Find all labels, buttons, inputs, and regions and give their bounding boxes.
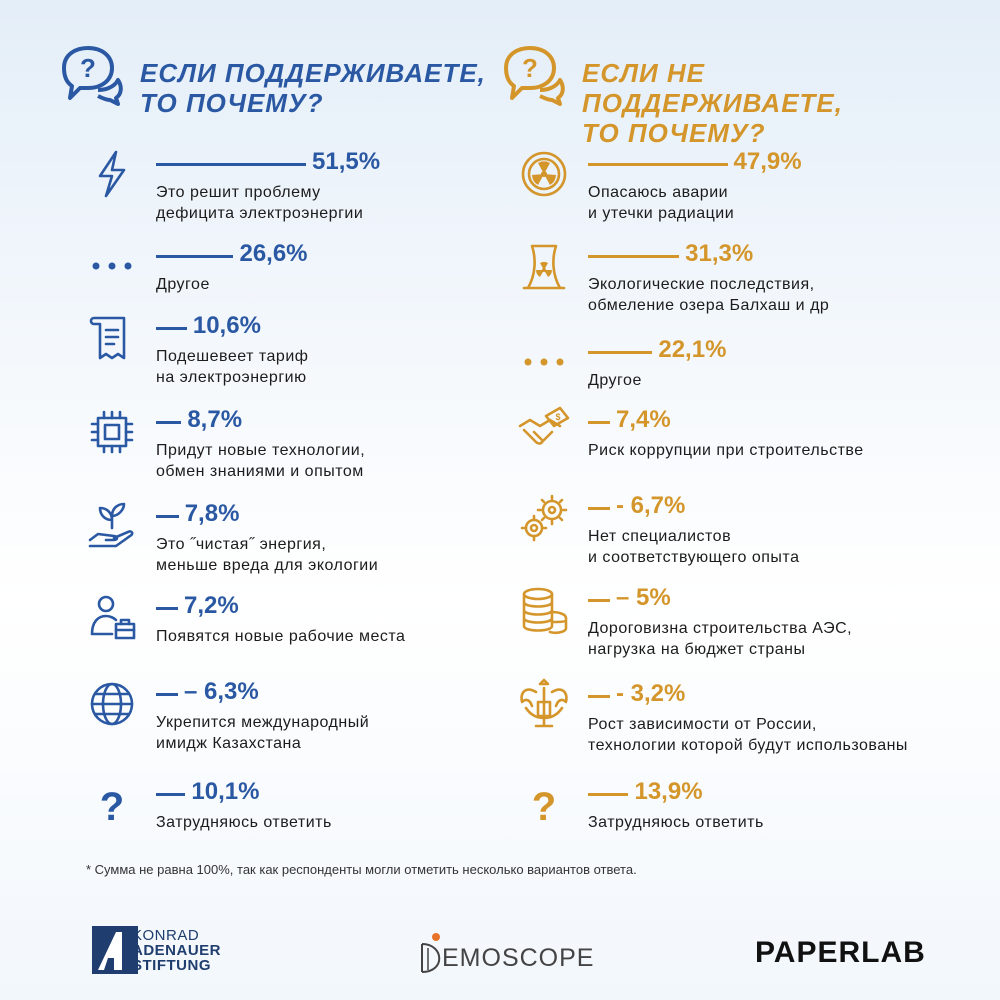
bar	[156, 421, 182, 424]
lightning-icon	[98, 150, 126, 198]
value-label: - 6,7%	[616, 492, 686, 519]
category-label: Это решит проблему дефицита электроэнерг…	[156, 184, 364, 222]
value-label: – 5%	[616, 584, 671, 611]
category-label: Затрудняюсь ответить	[156, 814, 332, 831]
bar	[156, 607, 178, 610]
bar	[588, 163, 728, 166]
demoscope-text: EMOSCOPE	[442, 944, 595, 972]
value-label: 7,4%	[616, 406, 671, 433]
bar	[156, 255, 234, 258]
chat-question-icon: ?	[504, 46, 565, 106]
category-label: Подешевеет тариф на электроэнергию	[156, 348, 309, 386]
bar	[156, 163, 306, 166]
radiation-icon	[521, 151, 567, 197]
svg-text:$: $	[555, 412, 560, 422]
demoscope-mark-icon	[421, 933, 441, 973]
footnote: * Сумма не равна 100%, так как респонден…	[86, 862, 637, 877]
left-title: ЕСЛИ ПОДДЕРЖИВАЕТЕ, ТО ПОЧЕМУ?	[140, 58, 520, 118]
value-label: 10,1%	[191, 778, 260, 805]
right-title-line2: ТО ПОЧЕМУ?	[582, 118, 766, 148]
value-label: 7,8%	[184, 500, 240, 527]
demoscope-logo: EMOSCOPE	[418, 930, 618, 980]
kas-line1: KONRAD	[132, 927, 200, 944]
chat-question-icon: ?	[62, 46, 123, 106]
svg-text:?: ?	[80, 53, 96, 83]
value-label: 26,6%	[239, 240, 308, 267]
value-label: 47,9%	[733, 148, 802, 175]
value-label: - 3,2%	[616, 680, 686, 707]
kas-line2: ADENAUER	[132, 942, 222, 959]
value-label: 31,3%	[685, 240, 754, 267]
kas-line3: STIFTUNG	[132, 957, 211, 974]
category-label: Рост зависимости от России, технологии к…	[588, 716, 908, 754]
category-label: Нет специалистов и соответствующего опыт…	[588, 528, 800, 566]
value-label: 8,7%	[187, 406, 243, 433]
value-label: 51,5%	[312, 148, 381, 175]
bar	[588, 421, 610, 424]
bar	[588, 793, 629, 796]
category-label: Придут новые технологии, обмен знаниями …	[156, 442, 366, 480]
bar	[588, 599, 610, 602]
paperlab-logo: PAPERLAB	[755, 936, 926, 969]
category-label: Появятся новые рабочие места	[156, 628, 406, 645]
bar	[156, 693, 178, 696]
question-icon: ?	[532, 785, 556, 829]
bar	[588, 507, 610, 510]
category-label: Риск коррупции при строительстве	[588, 442, 864, 459]
kas-mark-icon	[92, 926, 138, 974]
gears-icon	[520, 494, 568, 542]
value-label: 10,6%	[192, 312, 261, 339]
plant-hand-icon	[88, 502, 134, 548]
category-label: Затрудняюсь ответить	[588, 814, 764, 831]
category-label: Другое	[588, 372, 642, 389]
receipt-icon	[89, 316, 126, 360]
svg-text:?: ?	[522, 53, 538, 83]
left-title-line2: ТО ПОЧЕМУ?	[140, 88, 324, 118]
bar	[156, 515, 179, 518]
handshake-money-icon: $	[518, 406, 570, 445]
bar	[156, 793, 186, 796]
value-label: 22,1%	[658, 336, 727, 363]
nuclear-plant-icon	[522, 244, 566, 290]
right-title-line1: ЕСЛИ НЕ ПОДДЕРЖИВАЕТЕ,	[582, 58, 843, 118]
value-label: – 6,3%	[184, 678, 259, 705]
worker-icon	[90, 595, 136, 640]
bar	[588, 351, 653, 354]
dots-icon	[524, 358, 564, 366]
chip-icon	[90, 410, 134, 454]
coins-icon	[522, 587, 568, 635]
svg-text:?: ?	[100, 785, 124, 829]
category-label: Другое	[156, 276, 210, 293]
globe-icon	[90, 682, 134, 726]
category-label: Укрепится международный имидж Казахстана	[156, 714, 370, 752]
category-label: Опасаюсь аварии и утечки радиации	[588, 184, 735, 222]
bar	[588, 255, 680, 258]
value-label: 7,2%	[184, 592, 239, 619]
value-label: 13,9%	[634, 778, 703, 805]
left-title-line1: ЕСЛИ ПОДДЕРЖИВАЕТЕ,	[140, 58, 486, 88]
coat-of-arms-icon	[520, 678, 568, 728]
bar	[156, 327, 187, 330]
question-icon: ?	[100, 785, 124, 829]
category-label: Это ˝чистая˝ энергия, меньше вреда для э…	[156, 536, 379, 574]
dots-icon	[92, 262, 132, 270]
category-label: Дороговизна строительства АЭС, нагрузка …	[588, 620, 853, 658]
category-label: Экологические последствия, обмеление озе…	[588, 276, 830, 314]
kas-logo: KONRAD ADENAUER STIFTUNG	[92, 926, 242, 976]
bar	[588, 695, 610, 698]
right-title: ЕСЛИ НЕ ПОДДЕРЖИВАЕТЕ, ТО ПОЧЕМУ?	[582, 58, 962, 148]
svg-text:?: ?	[532, 785, 556, 829]
